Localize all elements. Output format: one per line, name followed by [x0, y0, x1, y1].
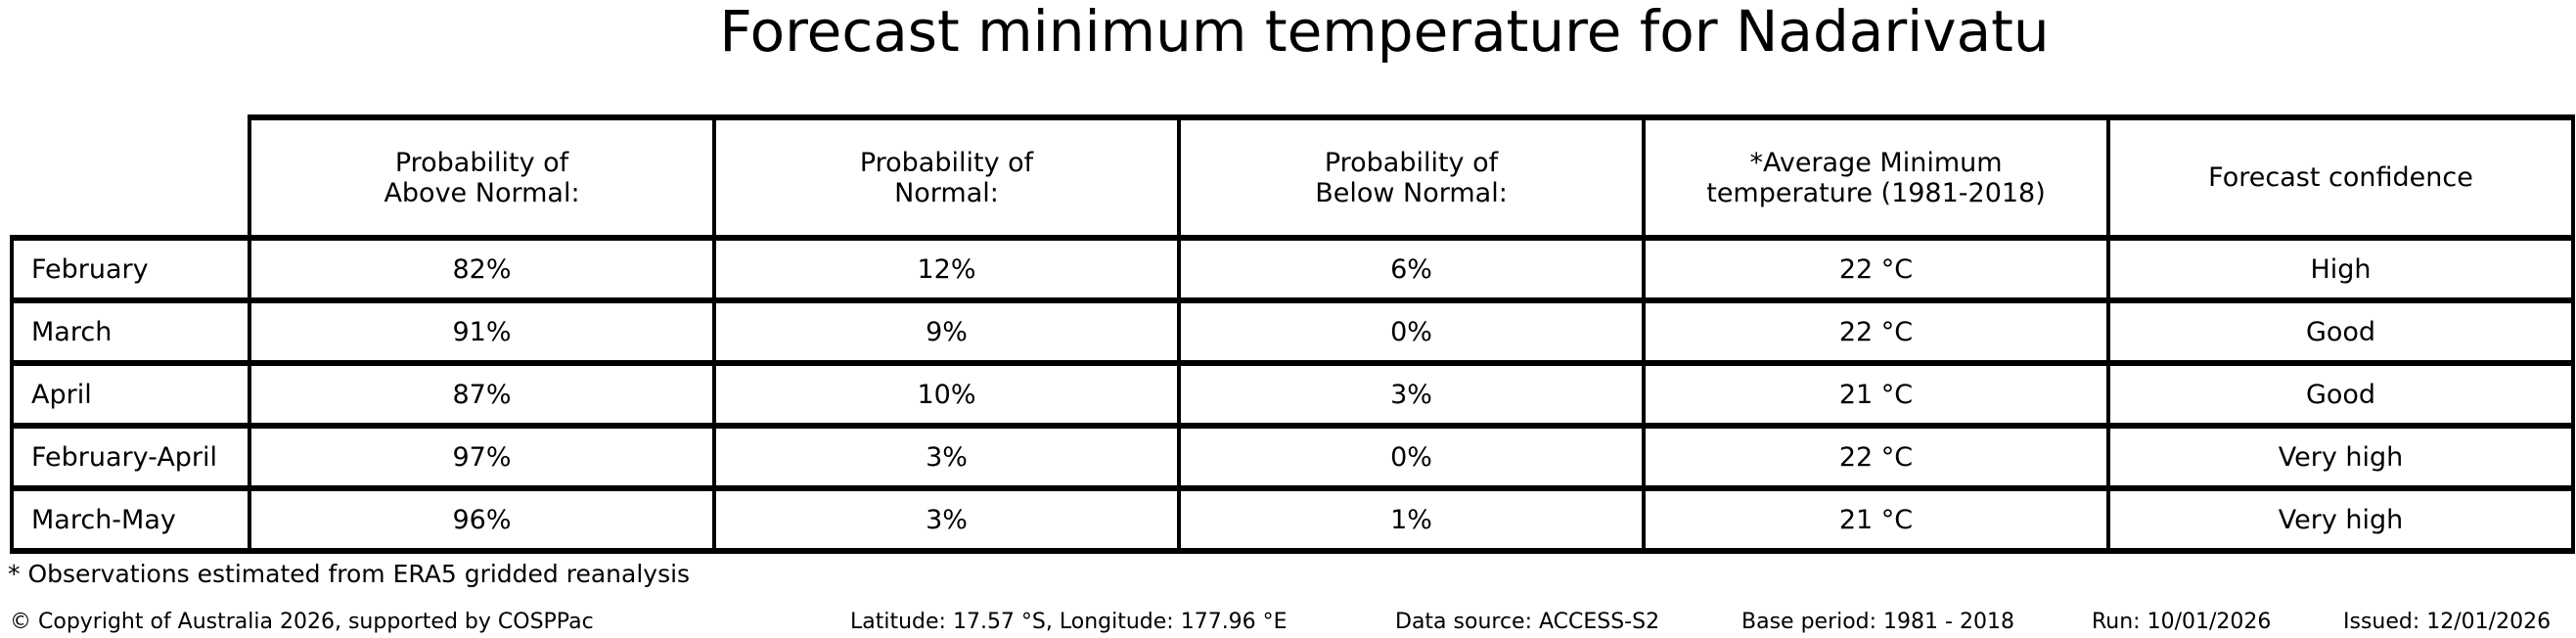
- table-cell: 96%: [248, 485, 716, 554]
- table-cell: 3%: [712, 423, 1181, 491]
- header-cell-below-normal: Probability of Below Normal:: [1177, 114, 1646, 241]
- table-cell: 22 °C: [1642, 423, 2110, 491]
- table-cell: High: [2106, 235, 2575, 303]
- header-cell-normal: Probability of Normal:: [712, 114, 1181, 241]
- table-cell: 22 °C: [1642, 297, 2110, 366]
- forecast-table: Probability of Above Normal: Probability…: [10, 114, 2575, 554]
- header-cell-forecast-confidence: Forecast confidence: [2106, 114, 2575, 241]
- table-row-march: March 91% 9% 0% 22 °C Good: [10, 297, 2575, 366]
- lat-lon-text: Latitude: 17.57 °S, Longitude: 177.96 °E: [850, 610, 1288, 634]
- table-cell: Good: [2106, 360, 2575, 429]
- run-date-text: Run: 10/01/2026: [2092, 610, 2272, 634]
- row-label: February: [10, 235, 251, 303]
- table-cell: 3%: [712, 485, 1181, 554]
- header-label: Probability of Below Normal:: [1315, 147, 1508, 208]
- copyright-text: © Copyright of Australia 2026, supported…: [10, 610, 594, 634]
- header-label: Probability of Normal:: [859, 147, 1034, 208]
- table-cell: 21 °C: [1642, 360, 2110, 429]
- table-cell: 22 °C: [1642, 235, 2110, 303]
- table-cell: 82%: [248, 235, 716, 303]
- base-period-text: Base period: 1981 - 2018: [1741, 610, 2014, 634]
- table-cell: 87%: [248, 360, 716, 429]
- table-cell: Very high: [2106, 485, 2575, 554]
- table-row-march-may: March-May 96% 3% 1% 21 °C Very high: [10, 485, 2575, 554]
- table-row-february-april: February-April 97% 3% 0% 22 °C Very high: [10, 423, 2575, 491]
- data-source-text: Data source: ACCESS-S2: [1395, 610, 1660, 634]
- table-cell: 0%: [1177, 297, 1646, 366]
- table-row-february: February 82% 12% 6% 22 °C High: [10, 235, 2575, 303]
- table-cell: 3%: [1177, 360, 1646, 429]
- table-cell: 10%: [712, 360, 1181, 429]
- header-label: *Average Minimum temperature (1981-2018): [1706, 147, 2046, 208]
- row-label: February-April: [10, 423, 251, 491]
- table-cell: Good: [2106, 297, 2575, 366]
- table-cell: 0%: [1177, 423, 1646, 491]
- header-label: Probability of Above Normal:: [384, 147, 580, 208]
- header-cell-average-min-temp: *Average Minimum temperature (1981-2018): [1642, 114, 2110, 241]
- table-cell: 9%: [712, 297, 1181, 366]
- table-cell: 91%: [248, 297, 716, 366]
- page-title: Forecast minimum temperature for Nadariv…: [719, 0, 2050, 65]
- table-cell: 6%: [1177, 235, 1646, 303]
- header-cell-above-normal: Probability of Above Normal:: [248, 114, 716, 241]
- observations-footnote: * Observations estimated from ERA5 gridd…: [8, 560, 691, 588]
- table-cell: Very high: [2106, 423, 2575, 491]
- header-label: Forecast confidence: [2208, 162, 2473, 193]
- row-label: March-May: [10, 485, 251, 554]
- issued-date-text: Issued: 12/01/2026: [2343, 610, 2552, 634]
- table-row-april: April 87% 10% 3% 21 °C Good: [10, 360, 2575, 429]
- table-header-row: Probability of Above Normal: Probability…: [12, 114, 2575, 241]
- table-cell: 12%: [712, 235, 1181, 303]
- table-cell: 21 °C: [1642, 485, 2110, 554]
- table-cell: 1%: [1177, 485, 1646, 554]
- table-cell: 97%: [248, 423, 716, 491]
- corner-empty-cell: [12, 117, 249, 238]
- row-label: March: [10, 297, 251, 366]
- row-label: April: [10, 360, 251, 429]
